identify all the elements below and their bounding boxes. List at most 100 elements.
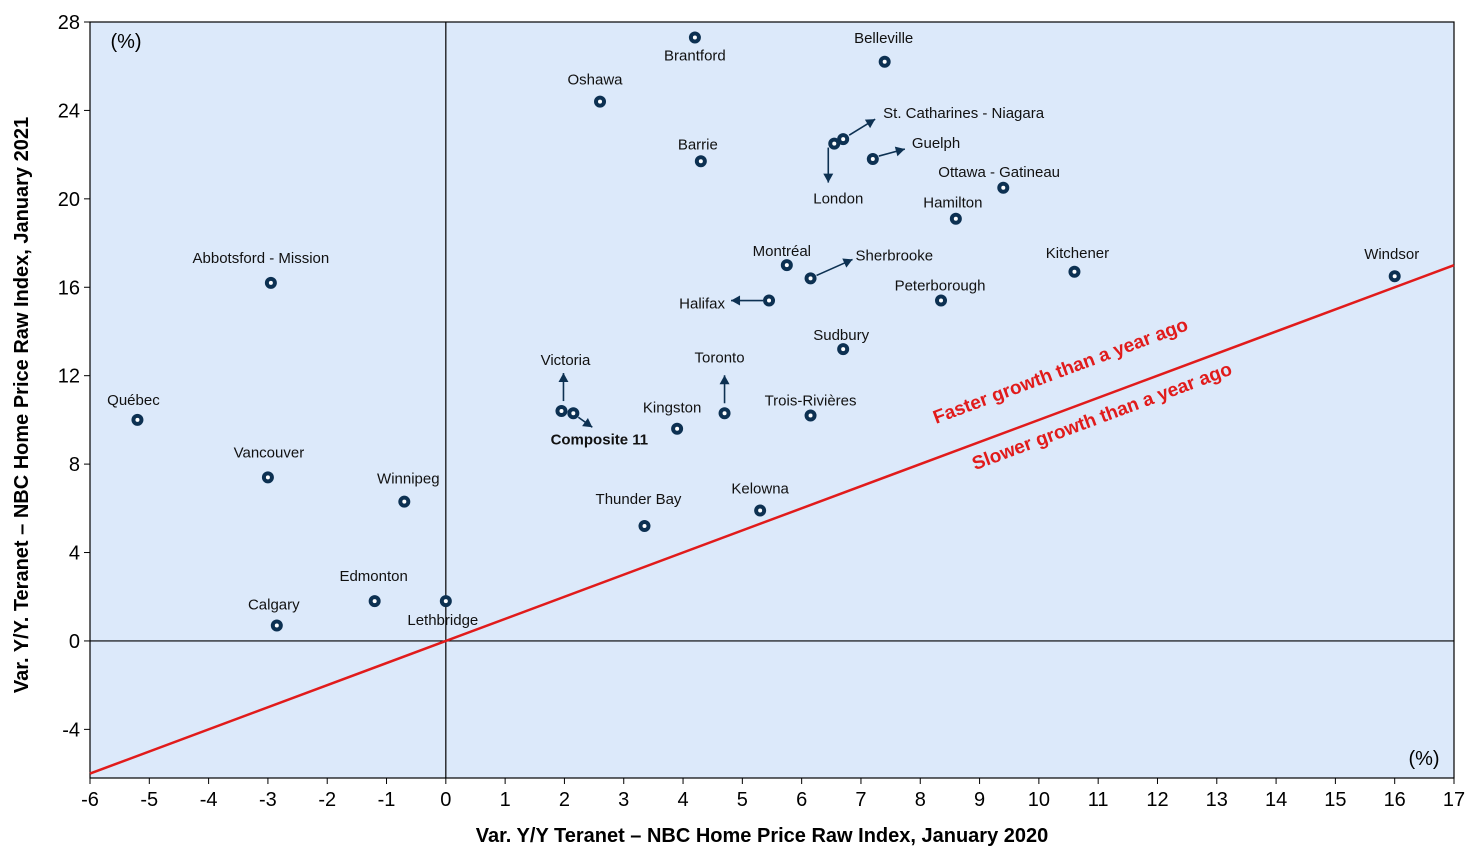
point-sudbury-center: [841, 347, 846, 352]
y-axis-title: Var. Y/Y. Teranet – NBC Home Price Raw I…: [11, 117, 33, 693]
point-lethbridge-center: [443, 599, 448, 604]
point-peterborough-center: [939, 298, 944, 303]
point-label-guelph: Guelph: [912, 135, 960, 152]
y-unit-label: (%): [110, 31, 141, 53]
x-tick-label: 14: [1265, 789, 1287, 811]
x-tick-label: 5: [737, 789, 748, 811]
victoria-arrow-head: [558, 373, 569, 383]
plot-frame: [89, 21, 1455, 779]
point-labels-group: Brantford Belleville Oshawa St. Catharines …: [107, 30, 1419, 629]
x-axis-title: Var. Y/Y Teranet – NBC Home Price Raw In…: [476, 825, 1049, 847]
point-label-thunder-bay: Thunder Bay: [596, 491, 682, 508]
reference-line-y-equals-x: [89, 263, 1455, 775]
point-guelph-center: [870, 157, 875, 162]
point-victoria-center: [559, 409, 564, 414]
y-tick-label: 24: [58, 100, 80, 122]
x-tick-label: 16: [1384, 789, 1406, 811]
x-tick-label: -4: [200, 789, 218, 811]
y-tick-label: 28: [58, 12, 80, 34]
guelph-arrow-head: [894, 146, 905, 157]
point-label-lethbridge: Lethbridge: [407, 612, 478, 629]
point-label-toronto: Toronto: [695, 349, 745, 366]
y-tick-label: 8: [69, 454, 80, 476]
x-tick-label: 17: [1443, 789, 1465, 811]
point-label-london: London: [813, 191, 863, 208]
point-label-barrie: Barrie: [678, 136, 718, 153]
x-tick-label: 13: [1206, 789, 1228, 811]
y-tick-label: -4: [62, 719, 80, 741]
point-label-st-catharines-niagara: St. Catharines - Niagara: [883, 105, 1045, 122]
point-trois-rivieres-center: [808, 413, 813, 418]
sherbrooke-arrow-head: [842, 258, 853, 268]
point-montreal-center: [784, 263, 789, 268]
point-kitchener-center: [1072, 269, 1077, 274]
x-tick-label: 3: [618, 789, 629, 811]
point-label-belleville: Belleville: [854, 30, 913, 47]
x-tick-label: 8: [915, 789, 926, 811]
x-tick-label: 2: [559, 789, 570, 811]
point-label-kingston: Kingston: [643, 400, 701, 417]
x-tick-label: -6: [81, 789, 99, 811]
point-abbotsford-mission-center: [268, 280, 273, 285]
x-tick-label: 11: [1088, 789, 1109, 811]
y-tick-label: 20: [58, 189, 80, 211]
point-label-sherbrooke: Sherbrooke: [856, 247, 934, 264]
point-brantford-center: [692, 35, 697, 40]
x-tick-label: 10: [1028, 789, 1050, 811]
x-tick-label: 6: [796, 789, 807, 811]
y-tick-label: 12: [58, 366, 80, 388]
x-tick-label: -5: [140, 789, 158, 811]
point-halifax-center: [767, 298, 772, 303]
arrows-group: [558, 118, 906, 428]
st-catharines-niagara-arrow-head: [864, 119, 876, 129]
x-tick-label: -2: [318, 789, 336, 811]
point-barrie-center: [698, 159, 703, 164]
point-thunder-bay-center: [642, 524, 647, 528]
point-label-vancouver: Vancouver: [234, 444, 305, 461]
point-label-ottawa-gatineau: Ottawa - Gatineau: [938, 164, 1060, 181]
y-tick-label: 4: [69, 543, 80, 565]
point-label-kelowna: Kelowna: [731, 481, 789, 498]
points-group: [131, 31, 1401, 632]
x-tick-label: 0: [440, 789, 451, 811]
point-kingston-center: [675, 426, 680, 431]
point-composite-11-center: [571, 411, 576, 416]
point-toronto-center: [722, 411, 727, 416]
point-label-kitchener: Kitchener: [1046, 245, 1109, 262]
point-label-montreal: Montréal: [753, 243, 811, 260]
toronto-arrow-head: [719, 375, 730, 385]
london-arrow-head: [823, 173, 834, 183]
point-vancouver-center: [265, 475, 270, 480]
point-label-calgary: Calgary: [248, 596, 300, 613]
point-label-halifax: Halifax: [679, 296, 725, 313]
point-label-trois-rivieres: Trois-Rivières: [765, 392, 857, 409]
tick-labels-group: -6 -5 -4 -3 -2 -1 0 1 2 3 4 5 6 7 8 9 10 11 12 13 14 15 16 17-4…: [58, 12, 1465, 811]
point-label-composite-11: Composite 11: [551, 431, 649, 448]
x-tick-label: 4: [677, 789, 688, 811]
x-tick-label: -1: [378, 789, 396, 811]
point-quebec-center: [135, 417, 140, 422]
point-label-abbotsford-mission: Abbotsford - Mission: [193, 250, 330, 267]
axes: [84, 21, 1455, 784]
point-edmonton-center: [372, 599, 377, 604]
composite-11-arrow-head: [582, 417, 593, 428]
point-kelowna-center: [758, 508, 763, 513]
point-oshawa-center: [598, 99, 603, 104]
point-label-winnipeg: Winnipeg: [377, 471, 440, 488]
point-label-brantford: Brantford: [664, 47, 726, 64]
x-tick-label: -3: [259, 789, 277, 811]
point-ottawa-gatineau-center: [1001, 185, 1006, 190]
x-unit-label: (%): [1408, 748, 1439, 770]
point-label-victoria: Victoria: [541, 352, 591, 369]
point-sherbrooke-center: [808, 276, 813, 281]
x-tick-label: 9: [974, 789, 985, 811]
point-label-windsor: Windsor: [1364, 246, 1419, 263]
point-london-center: [832, 141, 837, 146]
y-tick-label: 16: [58, 277, 80, 299]
halifax-arrow-head: [731, 295, 741, 306]
point-windsor-center: [1392, 274, 1397, 279]
point-label-sudbury: Sudbury: [813, 327, 869, 344]
point-label-hamilton: Hamilton: [923, 195, 982, 212]
point-belleville-center: [882, 59, 887, 64]
